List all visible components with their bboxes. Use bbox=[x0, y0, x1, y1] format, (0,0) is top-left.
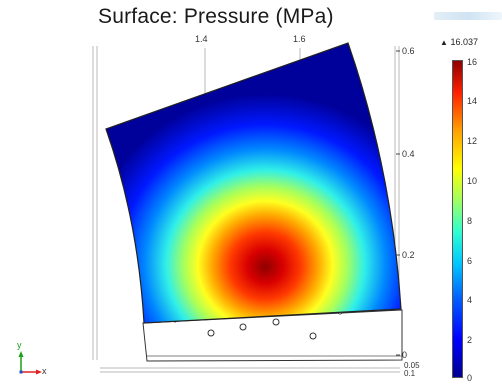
colorbar-tick-4: 4 bbox=[467, 295, 473, 305]
top-tick-1-6: 1.6 bbox=[293, 34, 306, 44]
axes-triad-icon bbox=[18, 351, 42, 375]
right-tick-0-6: 0.6 bbox=[402, 46, 415, 56]
right-tick-0-2: 0.2 bbox=[402, 250, 415, 260]
colorbar-max-value: 16.037 bbox=[450, 37, 478, 47]
colorbar-tick-6: 6 bbox=[467, 256, 473, 266]
colorbar-tick-2: 2 bbox=[467, 335, 473, 345]
colorbar-tick-16: 16 bbox=[467, 57, 478, 67]
lower-domain bbox=[142, 309, 403, 362]
colorbar-tick-8: 8 bbox=[467, 216, 473, 226]
axis-y-label: y bbox=[17, 340, 22, 350]
right-tick-0-1: 0.1 bbox=[404, 369, 416, 378]
right-tick-0-05: 0.05 bbox=[404, 361, 420, 370]
axis-x-label: x bbox=[42, 366, 47, 376]
colorbar-tick-14: 14 bbox=[467, 96, 478, 106]
pressure-surface[interactable] bbox=[105, 42, 402, 324]
right-tick-marks bbox=[396, 50, 400, 356]
top-tick-1-4: 1.4 bbox=[195, 34, 208, 44]
colorbar-tick-10: 10 bbox=[467, 176, 478, 186]
right-tick-0: 0 bbox=[402, 350, 408, 360]
toolbar-strip bbox=[434, 12, 502, 20]
colorbar-max-label: ▲ 16.037 bbox=[440, 37, 478, 47]
right-tick-0-4: 0.4 bbox=[402, 149, 415, 159]
colorbar bbox=[452, 60, 463, 378]
colorbar-tick-12: 12 bbox=[467, 136, 478, 146]
colorbar-tick-0: 0 bbox=[467, 373, 473, 383]
plot-title: Surface: Pressure (MPa) bbox=[98, 5, 334, 28]
max-marker-icon: ▲ bbox=[440, 38, 448, 47]
